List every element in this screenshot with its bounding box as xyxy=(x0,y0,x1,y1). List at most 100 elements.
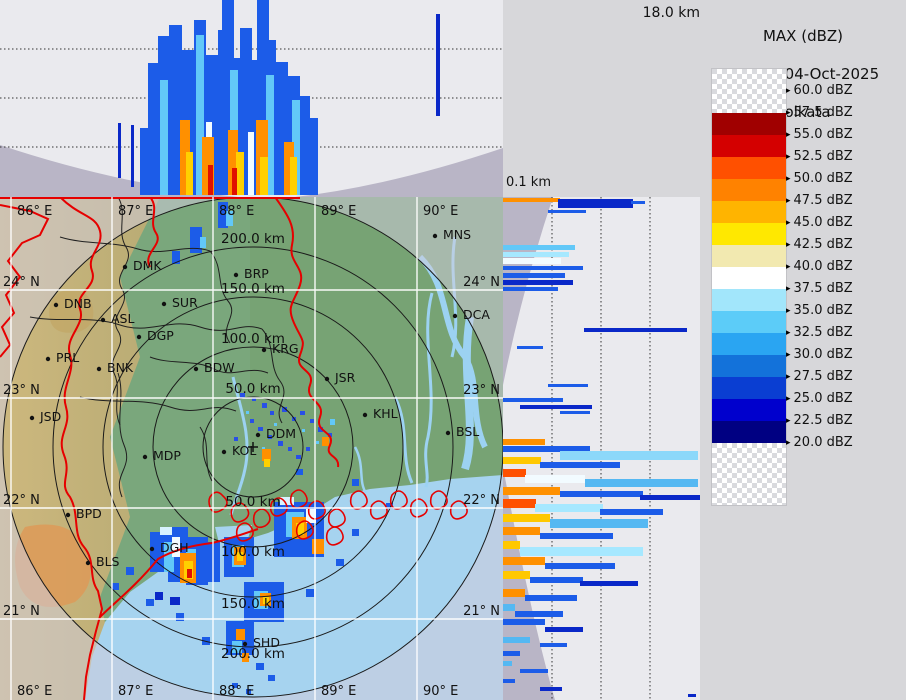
graticule-labels: 86° E 86° E 87° E 87° E 88° E 88° E 89° E 89° E… xyxy=(3,204,500,699)
longitude-label-bottom: 89° E xyxy=(321,684,356,699)
city-dot-dgp xyxy=(136,334,142,340)
legend-label-text: 37.5 dBZ xyxy=(793,281,853,296)
yz-cross-section xyxy=(503,197,700,700)
legend-label-text: 50.0 dBZ xyxy=(793,171,853,186)
legend-panel: MAX (dBZ) 23:12 / 04-Oct-2025 Kolkata ▸ 6… xyxy=(700,0,906,700)
city-dot-bdw xyxy=(193,366,199,372)
city-dot-kol xyxy=(221,449,227,455)
legend-label: ▸ 35.0 dBZ xyxy=(786,303,853,318)
city-dot-jsr xyxy=(324,376,330,382)
legend-label: ▸ 22.5 dBZ xyxy=(786,413,853,428)
legend-band-11 xyxy=(712,333,786,355)
longitude-label-bottom: 86° E xyxy=(17,684,52,699)
city-dot-dgh xyxy=(149,546,155,552)
longitude-label-bottom: 87° E xyxy=(118,684,153,699)
longitude-label-top: 86° E xyxy=(17,204,52,219)
legend-label-text: 35.0 dBZ xyxy=(793,303,853,318)
legend-label-text: 57.5 dBZ xyxy=(793,105,853,120)
xz-cross-section xyxy=(0,0,503,197)
legend-band-14 xyxy=(712,399,786,421)
radar-map: 86° E 86° E 87° E 87° E 88° E 88° E 89° E 89° E… xyxy=(0,197,503,700)
legend-band-10 xyxy=(712,311,786,333)
city-label-dnb: DNB xyxy=(64,296,92,311)
city-label-jsd: JSD xyxy=(39,409,61,424)
legend-label-text: 40.0 dBZ xyxy=(793,259,853,274)
legend-band-1 xyxy=(712,113,786,135)
city-dot-dmk xyxy=(122,264,128,270)
legend-band-12 xyxy=(712,355,786,377)
legend-label: ▸ 45.0 dBZ xyxy=(786,215,853,230)
longitude-label-top: 90° E xyxy=(423,204,458,219)
legend-tick-arrow-icon: ▸ xyxy=(786,85,791,96)
city-label-mns: MNS xyxy=(443,227,471,242)
legend-tick-arrow-icon: ▸ xyxy=(786,371,791,382)
city-dot-sur xyxy=(161,301,167,307)
rivers xyxy=(229,236,488,516)
legend-label-text: 47.5 dBZ xyxy=(793,193,853,208)
latitude-label-left: 21° N xyxy=(3,604,40,619)
bay-of-bengal xyxy=(85,475,503,700)
legend-band-4 xyxy=(712,179,786,201)
range-ring-label: 50.0 km xyxy=(225,381,280,397)
station-name: Kolkata xyxy=(775,103,831,121)
legend-tick-arrow-icon: ▸ xyxy=(786,217,791,228)
city-label-kol: KOL xyxy=(232,443,256,458)
legend-band-13 xyxy=(712,377,786,399)
legend-tick-arrow-icon: ▸ xyxy=(786,151,791,162)
city-dot-krg xyxy=(261,347,267,353)
legend-tick-arrow-icon: ▸ xyxy=(786,349,791,360)
legend-label: ▸ 42.5 dBZ xyxy=(786,237,853,252)
legend-label-text: 60.0 dBZ xyxy=(793,83,853,98)
latitude-label-left: 24° N xyxy=(3,275,40,290)
city-dot-ddm xyxy=(255,432,261,438)
legend-label: ▸ 52.5 dBZ xyxy=(786,149,853,164)
city-dot-mns xyxy=(432,233,438,239)
city-label-bls: BLS xyxy=(96,554,120,569)
legend-label: ▸ 27.5 dBZ xyxy=(786,369,853,384)
legend-color-scale xyxy=(711,68,787,506)
longitude-label-bottom: 88° E xyxy=(219,684,254,699)
range-ring-label: 200.0 km xyxy=(221,646,285,662)
latitude-label-right: 23° N xyxy=(463,383,500,398)
city-label-jsr: JSR xyxy=(334,370,356,385)
legend-label: ▸ 20.0 dBZ xyxy=(786,435,853,450)
legend-label-text: 27.5 dBZ xyxy=(793,369,853,384)
city-label-krg: KRG xyxy=(272,341,299,356)
city-dot-mdp xyxy=(142,454,148,460)
latitude-label-left: 22° N xyxy=(3,493,40,508)
city-label-khl: KHL xyxy=(373,406,398,421)
legend-label-text: 55.0 dBZ xyxy=(793,127,853,142)
city-dot-bls xyxy=(85,560,91,566)
legend-tick-arrow-icon: ▸ xyxy=(786,415,791,426)
city-dot-khl xyxy=(362,412,368,418)
city-dot-bsl xyxy=(445,430,451,436)
xz-cross-section-panel xyxy=(0,0,503,197)
city-label-shd: SHD xyxy=(253,635,280,650)
legend-label-text: 32.5 dBZ xyxy=(793,325,853,340)
legend-label: ▸ 55.0 dBZ xyxy=(786,127,853,142)
legend-band-0 xyxy=(712,69,786,113)
range-ring-label: 200.0 km xyxy=(221,231,285,247)
city-label-bnk: BNK xyxy=(107,360,134,375)
legend-tick-arrow-icon: ▸ xyxy=(786,107,791,118)
city-label-bpd: BPD xyxy=(76,506,102,521)
delta-islands xyxy=(208,489,468,546)
city-dot-bnk xyxy=(96,366,102,372)
city-label-sur: SUR xyxy=(172,295,198,310)
legend-tick-arrow-icon: ▸ xyxy=(786,283,791,294)
xz-echoes xyxy=(118,0,440,195)
legend-label: ▸ 32.5 dBZ xyxy=(786,325,853,340)
city-dot-asl xyxy=(100,317,106,323)
legend-band-8 xyxy=(712,267,786,289)
city-dot-dnb xyxy=(53,302,59,308)
legend-band-15 xyxy=(712,421,786,443)
latitude-label-right: 24° N xyxy=(463,275,500,290)
yz-echoes xyxy=(503,198,700,697)
city-label-bsl: BSL xyxy=(456,424,479,439)
latitude-label-right: 21° N xyxy=(463,604,500,619)
legend-label: ▸ 40.0 dBZ xyxy=(786,259,853,274)
terrain-patch xyxy=(49,289,94,333)
range-ring-label: 100.0 km xyxy=(221,331,285,347)
legend-label: ▸ 30.0 dBZ xyxy=(786,347,853,362)
range-ring-label: 50.0 km xyxy=(225,494,280,510)
